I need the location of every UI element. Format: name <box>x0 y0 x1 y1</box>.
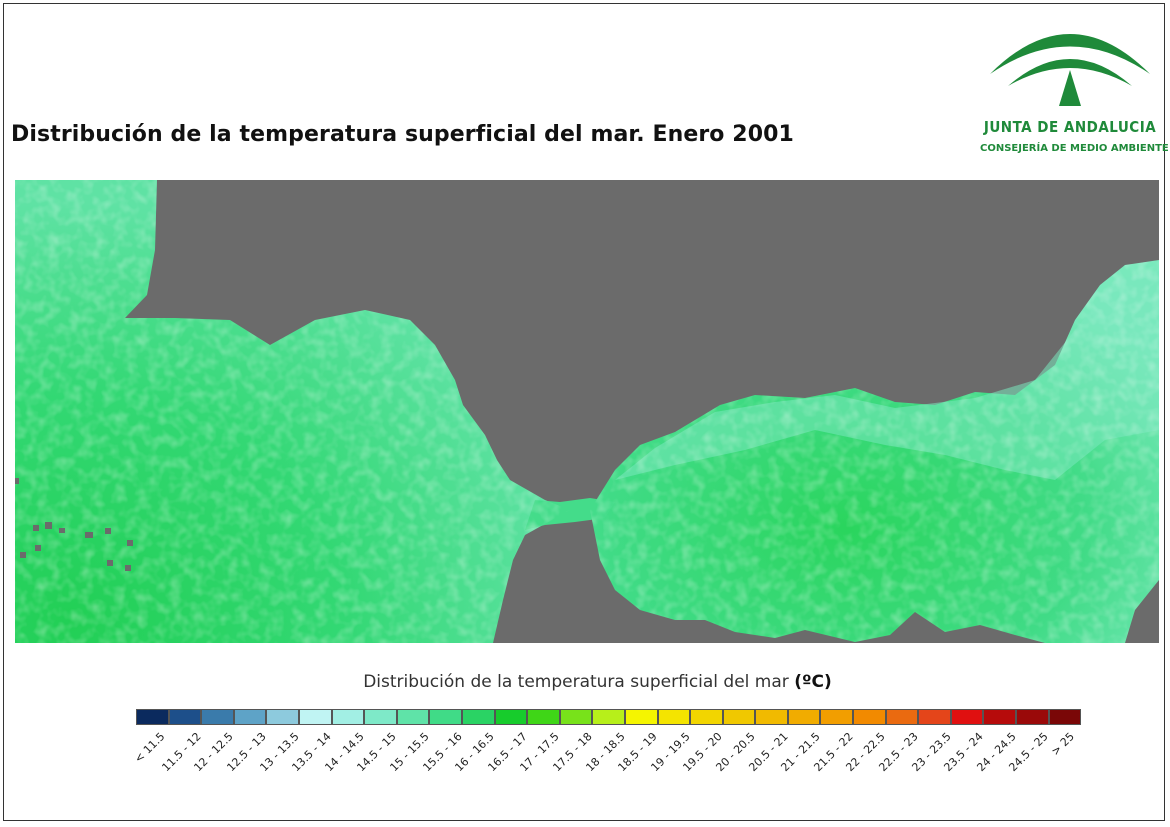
legend-swatch <box>201 709 234 725</box>
sea-temperature-map <box>15 180 1159 643</box>
logo-subtitle: CONSEJERÍA DE MEDIO AMBIENTE <box>980 143 1169 154</box>
sea-texture <box>15 180 1159 643</box>
legend-unit: (ºC) <box>794 672 832 692</box>
legend-swatch <box>461 709 495 725</box>
legend-swatch <box>690 709 723 725</box>
no-data-pixels <box>15 478 133 571</box>
legend-swatch <box>657 709 691 725</box>
legend-swatch <box>592 709 625 725</box>
legend-swatch <box>527 709 560 725</box>
legend-swatch <box>950 709 984 725</box>
legend-swatch <box>168 709 202 725</box>
legend-swatch <box>266 709 299 725</box>
legend-swatch <box>136 709 169 725</box>
legend-swatch <box>559 709 593 725</box>
legend-title-text: Distribución de la temperatura superfici… <box>363 672 789 692</box>
legend-color-bar <box>136 709 1082 725</box>
legend-swatch <box>885 709 919 725</box>
page-title: Distribución de la temperatura superfici… <box>11 122 794 147</box>
logo-name: JUNTA DE ANDALUCIA <box>983 118 1157 136</box>
legend-swatch <box>298 709 332 725</box>
legend-swatch <box>396 709 430 725</box>
legend-swatch <box>722 709 756 725</box>
legend-swatch <box>755 709 788 725</box>
logo-emblem-icon <box>990 34 1150 106</box>
legend-label: > 25 <box>1048 730 1077 759</box>
legend-labels: < 11.5 11.5 - 12 12 - 12.5 12.5 - 13 13 - 13… <box>132 730 1086 790</box>
legend-swatch <box>331 709 365 725</box>
legend-label: < 11.5 <box>131 730 168 766</box>
legend-swatch <box>429 709 462 725</box>
legend-swatch <box>624 709 658 725</box>
legend-swatch <box>494 709 528 725</box>
legend-swatch <box>820 709 854 725</box>
legend-swatch <box>853 709 886 725</box>
legend-swatch <box>918 709 951 725</box>
legend-swatch <box>1048 709 1082 725</box>
legend-swatch <box>1016 709 1049 725</box>
legend-swatch <box>787 709 821 725</box>
legend-title: Distribución de la temperatura superfici… <box>0 672 1170 692</box>
legend-swatch <box>983 709 1017 725</box>
junta-de-andalucia-logo: JUNTA DE ANDALUCIA CONSEJERÍA DE MEDIO A… <box>980 14 1169 159</box>
legend-swatch <box>364 709 397 725</box>
legend-swatch <box>233 709 267 725</box>
